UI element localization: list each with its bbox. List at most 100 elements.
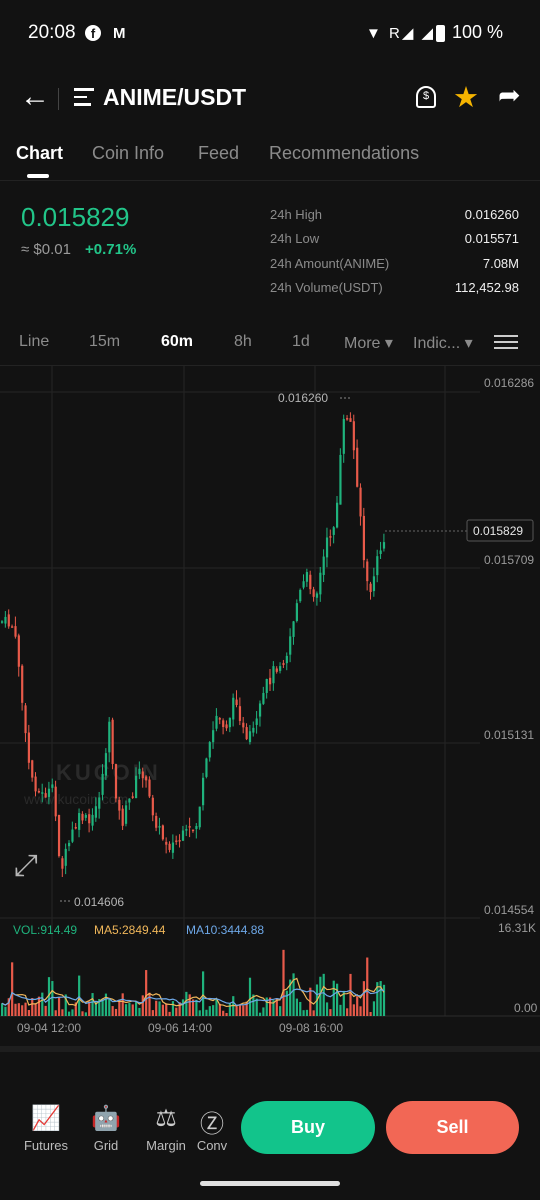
volume-bar — [41, 992, 44, 1016]
candle-body — [248, 731, 252, 743]
volume-bar — [212, 1005, 215, 1016]
tab-coin-info[interactable]: Coin Info — [92, 143, 165, 163]
candle-body — [232, 697, 235, 720]
convert-icon: Ⓩ — [200, 1111, 224, 1138]
volume-bar — [7, 998, 10, 1016]
candle-body — [21, 665, 24, 703]
share-icon[interactable]: ➦ — [498, 80, 521, 110]
tab-chart[interactable]: Chart — [16, 143, 64, 163]
low-marker-label: 0.014606 — [74, 895, 124, 909]
candle-body — [175, 840, 178, 842]
volume-bar — [222, 1010, 225, 1016]
trading-pair-title[interactable]: ANIME/USDT — [103, 84, 247, 110]
volume-bar — [205, 1009, 208, 1016]
candle-body — [272, 666, 275, 684]
volume-bar — [91, 993, 94, 1016]
candle-body — [104, 753, 108, 776]
grid-bot-icon: 🤖 — [91, 1105, 121, 1132]
current-price-label: 0.015829 — [473, 524, 523, 538]
volume-bar — [81, 1011, 84, 1016]
candle-body — [242, 722, 245, 728]
vol-label: VOL:914.49 — [13, 923, 77, 937]
last-price: 0.015829 — [21, 202, 130, 232]
sell-button[interactable]: Sell — [386, 1101, 519, 1154]
volume-bar — [238, 1004, 242, 1016]
volume-bar — [235, 1006, 238, 1016]
candle-body — [165, 841, 168, 845]
candle-body — [108, 721, 111, 753]
volume-bar — [131, 1004, 134, 1016]
candle-body — [289, 636, 292, 655]
candle-body — [118, 799, 121, 811]
nav-futures[interactable]: 📈 Futures — [17, 1104, 75, 1153]
stat-value-low: 0.015571 — [464, 231, 519, 246]
volume-bar — [269, 997, 272, 1016]
candle-body — [282, 663, 285, 665]
candle-body — [91, 814, 94, 826]
candle-body — [171, 842, 175, 853]
tab-recommendations[interactable]: Recommendations — [269, 143, 420, 163]
volume-bar — [54, 1010, 57, 1016]
interval-more-dropdown[interactable]: More ▾ — [344, 335, 393, 352]
interval-8h[interactable]: 8h — [234, 333, 252, 350]
candle-body — [195, 826, 198, 829]
volume-bar — [302, 1010, 305, 1016]
high-marker-label: 0.016260 — [278, 391, 328, 405]
buy-button[interactable]: Buy — [241, 1101, 375, 1154]
volume-bar — [31, 998, 34, 1016]
volume-bar — [208, 1006, 211, 1016]
volume-bar — [336, 983, 339, 1016]
candle-body — [17, 635, 20, 667]
volume-bar — [98, 999, 101, 1016]
volume-bar — [191, 999, 195, 1016]
tab-feed[interactable]: Feed — [198, 143, 240, 163]
candle-body — [141, 771, 144, 779]
volume-bar — [14, 1003, 17, 1016]
volume-bar — [161, 1004, 164, 1016]
candle-body — [275, 668, 278, 672]
candle-body — [61, 858, 64, 869]
chart-settings-icon[interactable] — [494, 332, 518, 352]
candle-body — [382, 542, 386, 549]
candle-body — [151, 797, 154, 816]
interval-1d[interactable]: 1d — [292, 333, 310, 350]
candle-body — [145, 776, 148, 781]
futures-icon: 📈 — [31, 1105, 61, 1132]
candle-body — [346, 418, 349, 420]
favorite-star-icon[interactable]: ★ — [453, 82, 479, 114]
nav-margin[interactable]: ⚖ Margin — [137, 1104, 195, 1153]
time-tick-3: 09-08 16:00 — [279, 1021, 343, 1035]
candle-body — [315, 593, 319, 598]
volume-bar — [57, 997, 61, 1016]
candle-body — [101, 773, 104, 795]
candle-body — [181, 830, 185, 841]
home-indicator[interactable] — [200, 1181, 340, 1186]
facebook-icon: f — [85, 25, 101, 41]
candle-body — [158, 826, 161, 828]
chart-grid — [0, 366, 540, 1017]
interval-15m[interactable]: 15m — [89, 333, 121, 350]
volume-bar — [185, 991, 188, 1016]
indicators-dropdown[interactable]: Indic... ▾ — [413, 335, 473, 352]
nav-convert[interactable]: Ⓩ Conv — [190, 1104, 234, 1153]
candle-body — [7, 614, 10, 627]
candle-body — [215, 715, 218, 729]
menu-icon[interactable] — [74, 88, 94, 106]
candle-body — [325, 537, 329, 558]
volume-bar — [305, 1009, 309, 1016]
volume-bar — [228, 1003, 231, 1016]
candle-body — [11, 626, 14, 628]
stat-label-high: 24h High — [270, 207, 323, 222]
candle-body — [148, 779, 151, 797]
candle-body — [369, 583, 372, 593]
candle-body — [255, 718, 258, 725]
nav-grid[interactable]: 🤖 Grid — [77, 1104, 135, 1153]
interval-line[interactable]: Line — [19, 333, 50, 350]
candle-body — [379, 550, 382, 554]
back-arrow-icon[interactable]: ← — [20, 80, 50, 113]
interval-60m[interactable]: 60m — [161, 333, 194, 350]
volume-bar — [124, 1004, 128, 1016]
candlestick-chart[interactable]: KUCOIN www.kucoin.com 0.016286 0.015709 … — [0, 366, 540, 1046]
price-alert-icon[interactable]: $ — [416, 86, 436, 108]
price-tick-4: 0.014554 — [484, 903, 534, 917]
